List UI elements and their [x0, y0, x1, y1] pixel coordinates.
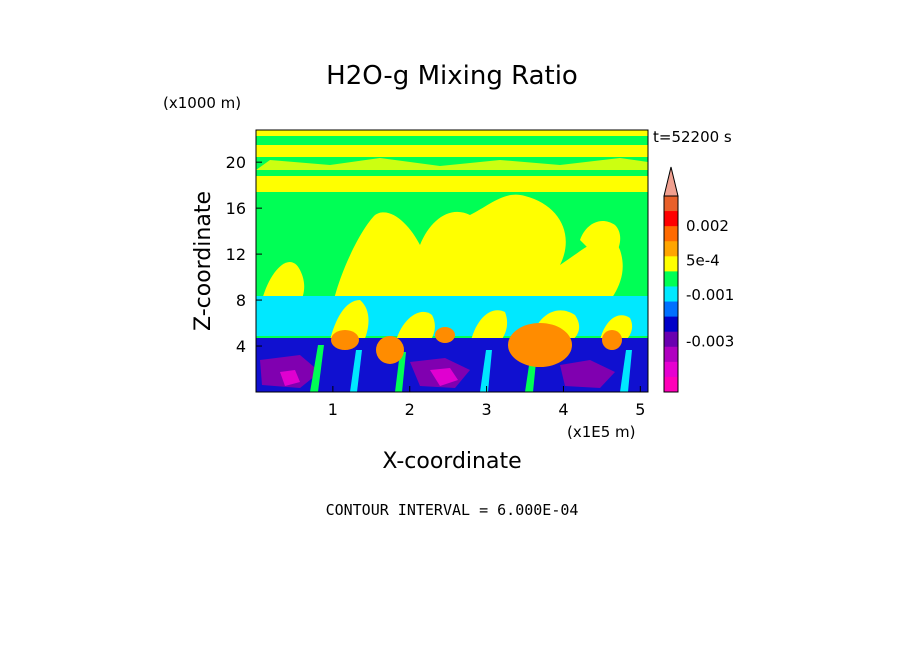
x-ticks: 1 2 3 4 5: [328, 386, 645, 419]
time-label: t=52200 s: [653, 128, 732, 146]
colorbar-segment: [664, 241, 678, 257]
y-tick-label: 12: [226, 245, 246, 264]
colorbar-segment: [664, 316, 678, 333]
colorbar-segment: [664, 196, 678, 212]
colorbar-arrow: [663, 166, 679, 197]
y-ticks: 4 8 12 16 20: [226, 153, 262, 356]
x-tick-label: 4: [558, 400, 568, 419]
contour-interval-label: CONTOUR INTERVAL = 6.000E-04: [326, 501, 579, 519]
colorbar-label: 0.002: [686, 217, 729, 235]
colorbar-segment: [664, 346, 678, 363]
y-axis-label: Z-coordinate: [191, 191, 216, 331]
chart-title: H2O-g Mixing Ratio: [326, 61, 578, 91]
colorbar-label: -0.003: [686, 332, 734, 350]
x-tick-label: 1: [328, 400, 338, 419]
x-axis-label: X-coordinate: [382, 449, 521, 474]
y-tick-label: 8: [236, 291, 246, 310]
colorbar-segment: [664, 211, 678, 227]
colorbar-segment: [664, 286, 678, 303]
y-tick-label: 16: [226, 199, 246, 218]
colorbar-segment: [664, 301, 678, 318]
x-tick-label: 2: [405, 400, 415, 419]
y-tick-label: 20: [226, 153, 246, 172]
colorbar-segment: [664, 226, 678, 242]
colorbar: [663, 166, 679, 393]
y-tick-label: 4: [236, 337, 246, 356]
x-unit-label: (x1E5 m): [567, 423, 636, 441]
colorbar-segment: [664, 271, 678, 287]
plot-frame: [255, 129, 649, 393]
colorbar-segment: [664, 376, 678, 393]
y-unit-label: (x1000 m): [163, 94, 241, 112]
colorbar-segment: [664, 256, 678, 272]
colorbar-frame: [663, 195, 679, 393]
x-tick-label: 5: [635, 400, 645, 419]
colorbar-segment: [664, 361, 678, 378]
heatmap-field: [256, 130, 648, 392]
x-tick-label: 3: [481, 400, 491, 419]
colorbar-labels: 0.002 5e-4 -0.001 -0.003: [686, 217, 734, 350]
colorbar-label: 5e-4: [686, 252, 720, 270]
colorbar-segment: [664, 331, 678, 348]
colorbar-label: -0.001: [686, 286, 734, 304]
